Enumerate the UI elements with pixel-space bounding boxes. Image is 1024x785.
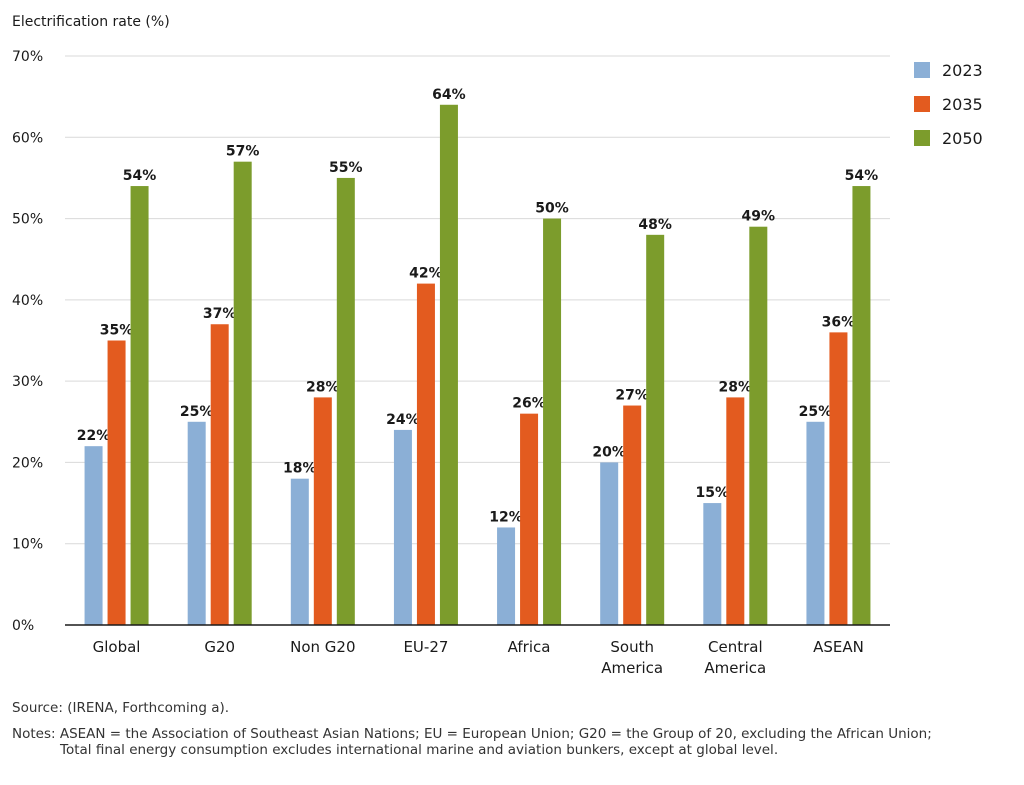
data-label: 12%: [489, 509, 523, 525]
legend: 2023 2035 2050: [914, 53, 983, 155]
x-tick-label: G20: [204, 638, 235, 656]
x-tick-label: EU-27: [403, 638, 448, 656]
bar-2023: [806, 421, 825, 625]
legend-item-2050: 2050: [914, 121, 983, 155]
bar-2023: [290, 478, 309, 625]
data-label: 54%: [845, 168, 879, 184]
y-tick-label: 30%: [12, 374, 43, 390]
data-label: 48%: [638, 217, 672, 233]
x-tick-label: Central: [708, 638, 763, 656]
chart-footer: Source: (IRENA, Forthcoming a). Notes: A…: [12, 700, 932, 758]
bar-2050: [749, 226, 768, 625]
bar-2035: [107, 340, 126, 625]
x-tick-label: America: [601, 659, 663, 677]
notes-line-1: Notes: ASEAN = the Association of Southe…: [12, 726, 932, 742]
data-label: 64%: [432, 87, 466, 103]
x-tick-label: Non G20: [290, 638, 355, 656]
data-label: 49%: [742, 209, 776, 225]
bar-2035: [623, 405, 642, 625]
legend-label-2023: 2023: [942, 60, 983, 80]
bar-2050: [646, 234, 665, 626]
legend-label-2050: 2050: [942, 128, 983, 148]
y-tick-label: 60%: [12, 130, 43, 146]
legend-swatch-2035: [914, 96, 930, 112]
bar-2050: [543, 218, 562, 626]
bar-2023: [187, 421, 206, 625]
bar-2035: [829, 332, 848, 625]
data-label: 25%: [180, 404, 214, 420]
data-label: 50%: [535, 201, 569, 217]
data-label: 22%: [77, 428, 111, 444]
data-label: 54%: [123, 168, 157, 184]
data-label: 37%: [203, 306, 237, 322]
data-label: 20%: [592, 444, 626, 460]
bar-2050: [439, 104, 458, 626]
bar-2035: [520, 413, 539, 625]
bar-2023: [84, 446, 103, 625]
x-tick-label: America: [704, 659, 766, 677]
y-axis-title: Electrification rate (%): [12, 14, 170, 30]
data-label: 28%: [719, 379, 753, 395]
notes-line-2: Total final energy consumption excludes …: [60, 742, 779, 758]
data-label: 25%: [799, 404, 833, 420]
legend-swatch-2050: [914, 130, 930, 146]
bar-2035: [416, 283, 435, 625]
bar-2050: [130, 186, 149, 626]
bar-2050: [233, 161, 252, 625]
y-tick-label: 20%: [12, 455, 43, 471]
data-label: 26%: [512, 396, 546, 412]
data-label: 15%: [696, 485, 730, 501]
data-label: 36%: [822, 314, 856, 330]
bar-2050: [852, 186, 871, 626]
data-label: 42%: [409, 266, 443, 282]
data-label: 27%: [615, 388, 649, 404]
bar-2035: [726, 397, 745, 625]
legend-swatch-2023: [914, 62, 930, 78]
bar-2023: [703, 503, 722, 625]
data-label: 24%: [386, 412, 420, 428]
data-label: 57%: [226, 144, 260, 160]
x-tick-label: ASEAN: [813, 638, 864, 656]
legend-item-2023: 2023: [914, 53, 983, 87]
bar-2023: [600, 462, 619, 625]
data-label: 35%: [100, 323, 134, 339]
y-tick-label: 0%: [12, 618, 34, 634]
x-tick-label: South: [610, 638, 654, 656]
bar-2035: [313, 397, 332, 625]
data-label: 18%: [283, 461, 317, 477]
data-label: 55%: [329, 160, 363, 176]
legend-item-2035: 2035: [914, 87, 983, 121]
y-tick-label: 50%: [12, 212, 43, 228]
y-tick-label: 40%: [12, 293, 43, 309]
y-tick-label: 10%: [12, 537, 43, 553]
bar-2050: [336, 177, 355, 625]
x-tick-label: Africa: [508, 638, 551, 656]
bar-2023: [497, 527, 516, 625]
x-tick-label: Global: [93, 638, 141, 656]
legend-label-2035: 2035: [942, 94, 983, 114]
data-label: 28%: [306, 379, 340, 395]
source-note: Source: (IRENA, Forthcoming a).: [12, 700, 230, 716]
bar-2035: [210, 324, 229, 625]
y-tick-label: 70%: [12, 49, 43, 65]
bar-2023: [393, 429, 412, 625]
